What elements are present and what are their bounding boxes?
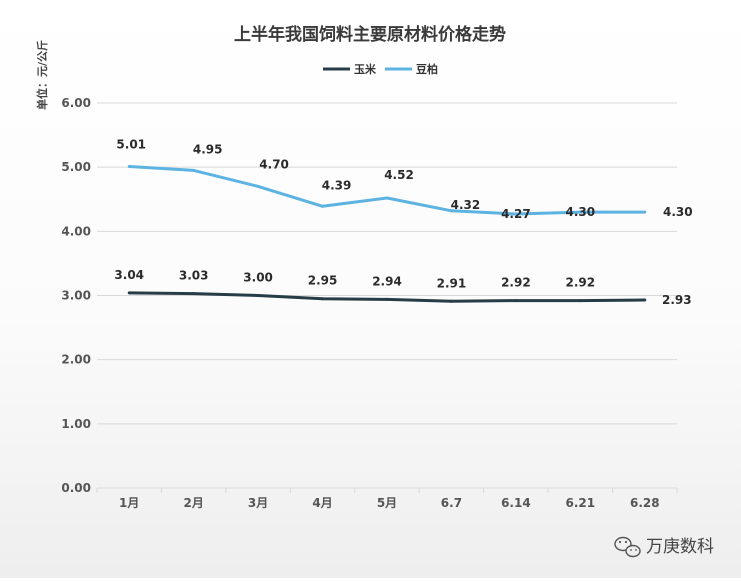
data-point <box>321 297 325 301</box>
data-label: 2.91 <box>437 276 467 290</box>
y-tick-label: 5.00 <box>61 160 91 174</box>
data-point <box>514 299 518 303</box>
data-label: 3.03 <box>179 269 209 283</box>
data-point <box>385 297 389 301</box>
y-tick-label: 3.00 <box>61 289 91 303</box>
x-tick-label: 3月 <box>248 496 268 510</box>
x-tick-label: 6.7 <box>441 496 462 510</box>
data-label: 3.00 <box>243 271 273 285</box>
x-tick-label: 6.14 <box>501 496 531 510</box>
data-label: 2.92 <box>501 276 531 290</box>
data-labels: 3.04 3.03 3.00 2.95 2.94 2.91 2.92 2.92 2.93 5.01… <box>114 138 692 307</box>
data-point <box>385 196 389 200</box>
legend-item-corn: 玉米 <box>323 62 377 76</box>
data-point <box>643 210 647 214</box>
legend-label-soymeal: 豆柏 <box>416 62 438 76</box>
data-label: 4.30 <box>663 205 693 219</box>
data-point <box>192 168 196 172</box>
series-lines <box>127 165 647 303</box>
data-label: 4.39 <box>322 178 352 192</box>
x-tick-label: 2月 <box>183 496 203 510</box>
chart-title: 上半年我国饲料主要原材料价格走势 <box>234 24 506 45</box>
x-tick-label: 6.28 <box>630 496 660 510</box>
data-point <box>449 299 453 303</box>
wechat-icon <box>614 536 641 558</box>
watermark: 万庚数科 <box>614 536 714 558</box>
x-tick-labels: 1月 2月 3月 4月 5月 6.7 6.14 6.21 6.28 <box>96 488 678 510</box>
data-point <box>192 292 196 296</box>
x-tick-label: 5月 <box>377 496 397 510</box>
data-point <box>256 184 260 188</box>
y-tick-labels: 0.00 1.00 2.00 3.00 4.00 5.00 6.00 <box>61 96 91 495</box>
legend-item-soymeal: 豆柏 <box>385 62 438 76</box>
y-tick-label: 1.00 <box>61 417 91 431</box>
y-axis-label: 单位：元/公斤 <box>35 40 49 110</box>
data-label: 2.93 <box>662 293 692 307</box>
y-tick-label: 4.00 <box>61 224 91 238</box>
data-point <box>127 165 131 169</box>
data-label: 4.95 <box>193 142 223 156</box>
data-label: 4.70 <box>259 157 289 171</box>
data-point <box>578 299 582 303</box>
data-point <box>514 212 518 216</box>
data-point <box>578 210 582 214</box>
y-tick-label: 6.00 <box>61 96 91 110</box>
legend: 玉米 豆柏 <box>323 62 438 76</box>
data-point <box>127 291 131 295</box>
data-label: 4.30 <box>566 205 596 219</box>
data-label: 2.92 <box>566 276 596 290</box>
x-tick-label: 6.21 <box>566 496 596 510</box>
data-label: 4.27 <box>501 207 531 221</box>
legend-label-corn: 玉米 <box>354 62 377 76</box>
x-tick-label: 1月 <box>119 496 139 510</box>
data-label: 5.01 <box>116 138 146 152</box>
data-label: 2.94 <box>372 274 402 288</box>
y-tick-label: 0.00 <box>61 481 91 495</box>
gridlines <box>97 102 677 489</box>
y-tick-label: 2.00 <box>61 353 91 367</box>
x-tick-label: 4月 <box>312 496 332 510</box>
data-label: 4.32 <box>451 198 481 212</box>
data-point <box>321 204 325 208</box>
data-label: 3.04 <box>114 268 144 282</box>
data-label: 4.52 <box>384 168 414 182</box>
data-point <box>449 209 453 213</box>
data-point <box>643 298 647 302</box>
watermark-text: 万庚数科 <box>646 537 714 557</box>
data-label: 2.95 <box>308 274 338 288</box>
data-point <box>256 294 260 297</box>
